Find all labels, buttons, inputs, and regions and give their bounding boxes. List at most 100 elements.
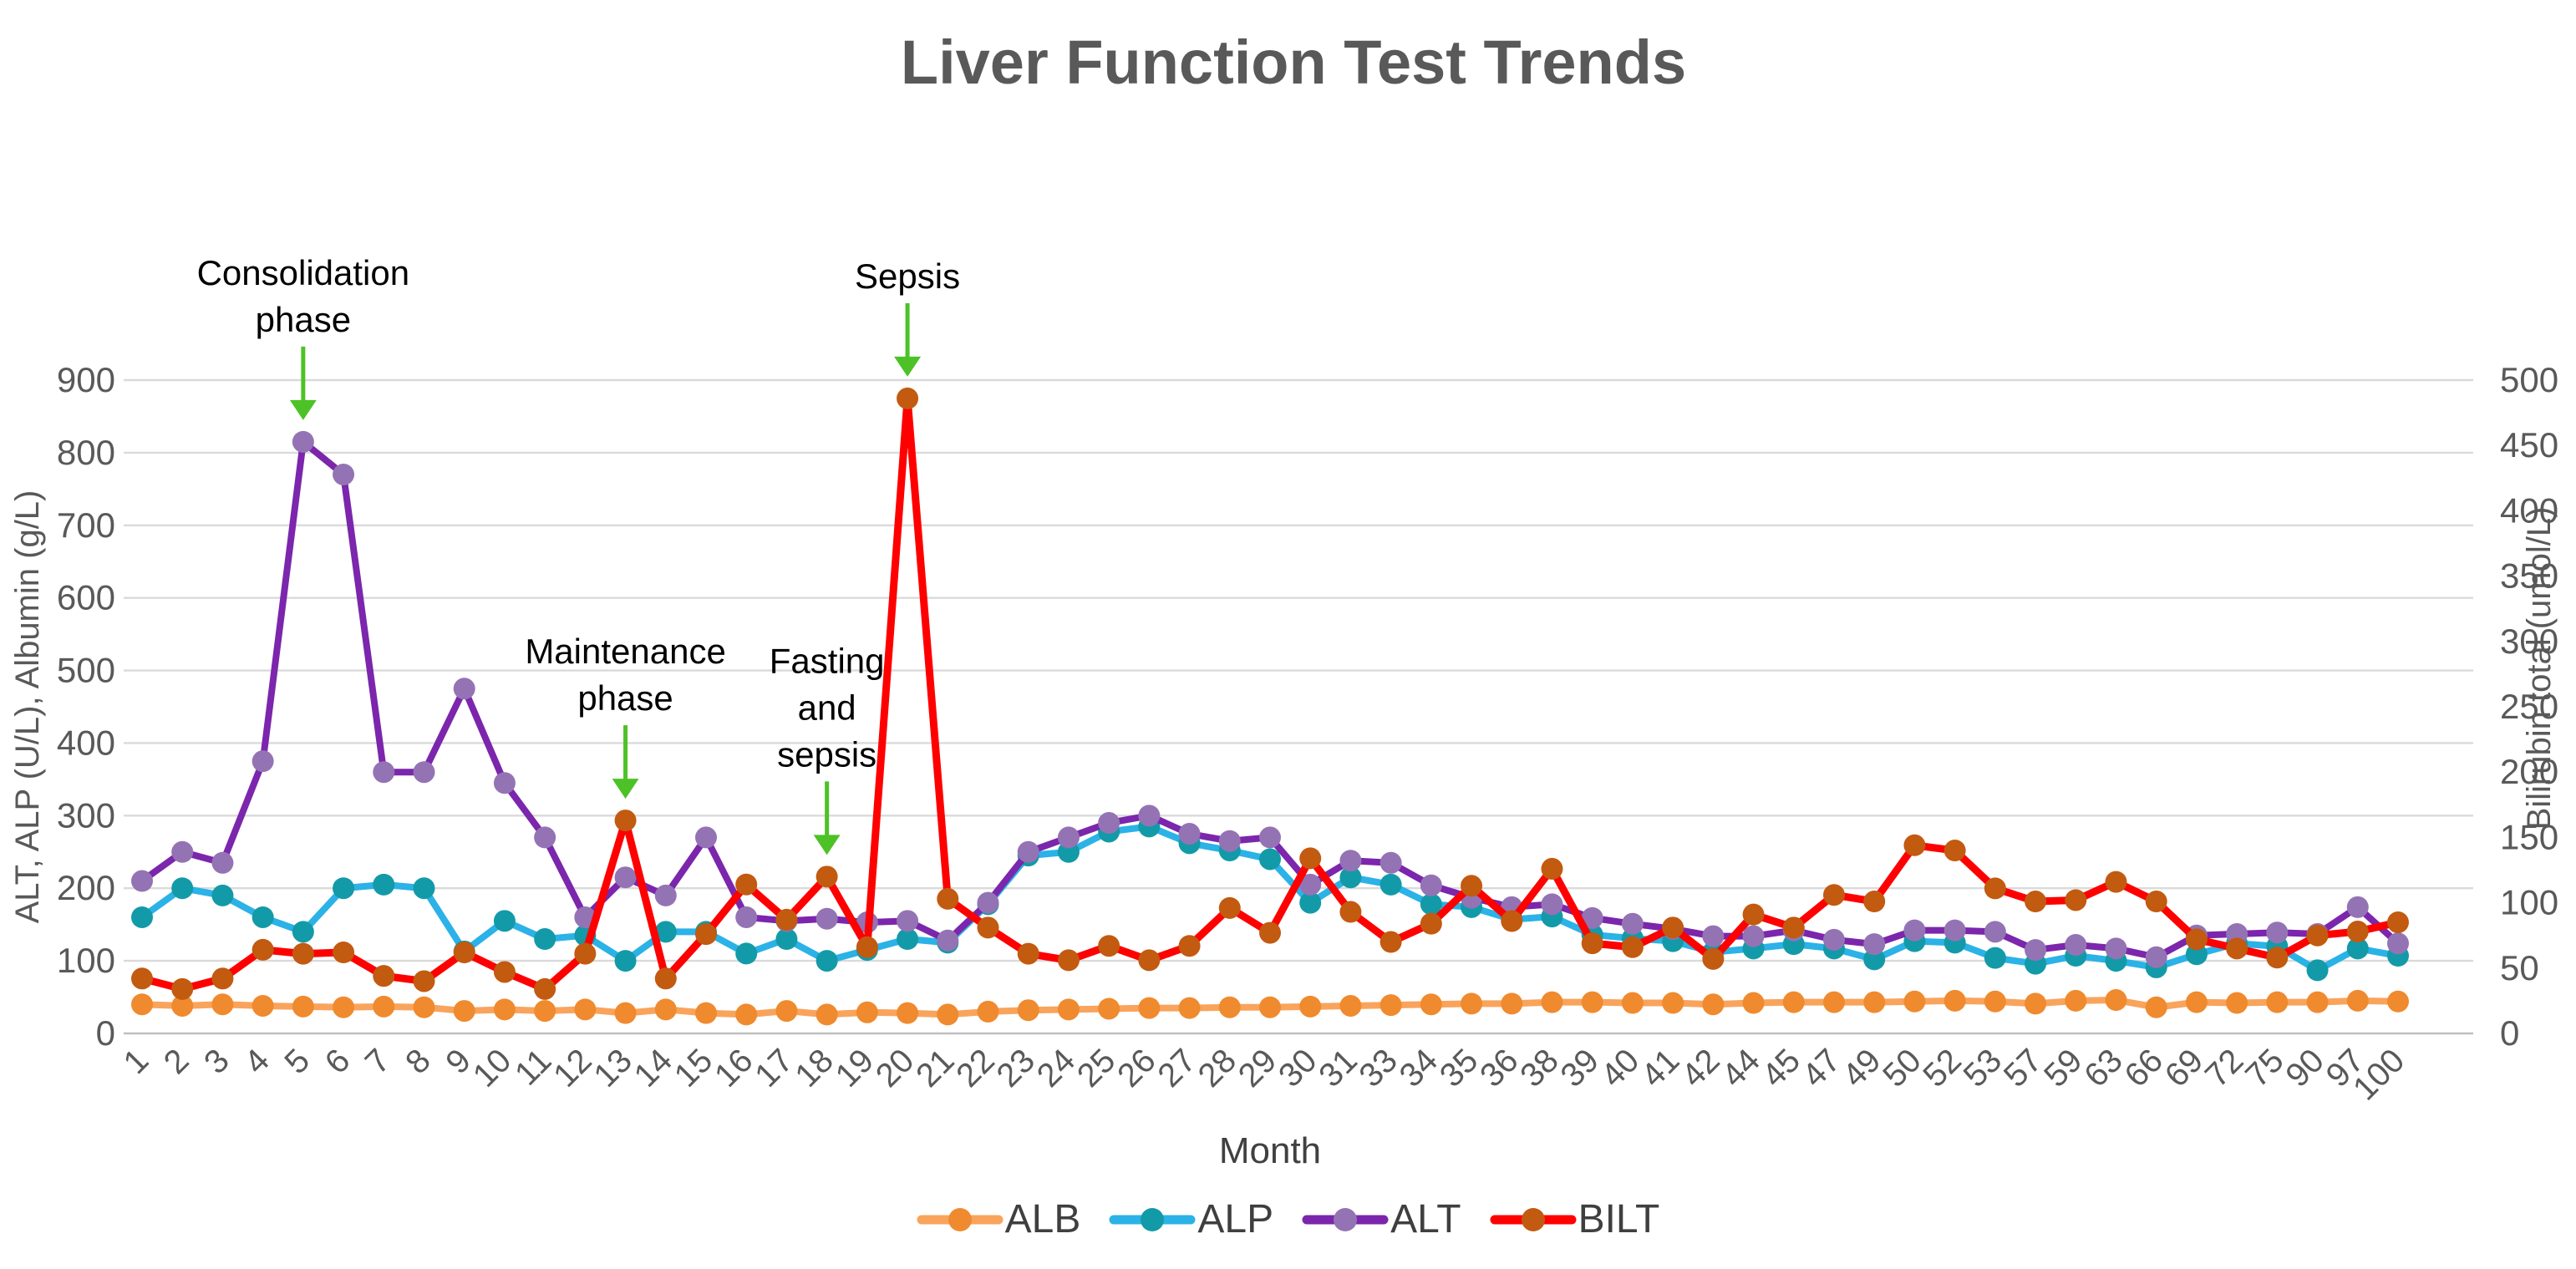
data-point-BILT <box>1057 949 1080 972</box>
data-point-ALP <box>333 877 355 900</box>
chart-legend: ALB ALP ALT BILT <box>0 1196 2576 1242</box>
data-point-ALB <box>1098 997 1120 1020</box>
series-markers-BILT <box>131 387 2409 1000</box>
data-point-ALP <box>1863 948 1886 971</box>
data-point-ALB <box>493 998 516 1021</box>
data-point-ALP <box>292 921 314 943</box>
annotation-text: Sepsis <box>855 256 960 296</box>
left-axis-tick-label: 200 <box>57 868 115 907</box>
data-point-ALP <box>654 921 677 943</box>
data-point-BILT <box>2025 891 2047 913</box>
data-point-BILT <box>1098 935 1120 957</box>
chart-title: Liver Function Test Trends <box>901 28 1686 97</box>
data-point-ALB <box>534 1000 556 1023</box>
data-point-ALP <box>775 928 798 951</box>
data-point-BILT <box>171 977 194 1000</box>
x-tick-label: 2 <box>157 1042 196 1081</box>
data-point-ALT <box>1218 830 1241 852</box>
left-axis-tick-label: 100 <box>57 941 115 980</box>
legend-item-alb[interactable]: ALB <box>917 1196 1081 1242</box>
right-axis-tick-label: 100 <box>2500 883 2558 922</box>
annotation-consolidation-phase: Consolidation phase <box>197 253 409 420</box>
data-point-ALP <box>413 877 435 900</box>
data-point-BILT <box>413 970 435 992</box>
data-point-ALB <box>453 1000 475 1023</box>
annotation-text: and <box>798 688 856 727</box>
data-point-ALB <box>574 998 597 1021</box>
data-point-BILT <box>1299 847 1322 870</box>
data-point-BILT <box>1420 912 1442 935</box>
data-point-ALB <box>2185 991 2208 1013</box>
data-point-ALT <box>534 826 556 849</box>
annotation-fasting-and-sepsis: Fasting and sepsis <box>770 641 885 855</box>
data-point-ALP <box>1420 893 1442 916</box>
data-point-ALT <box>1057 826 1080 849</box>
legend-label: ALB <box>1004 1197 1081 1241</box>
data-point-ALB <box>1299 995 1322 1018</box>
data-point-ALT <box>1702 925 1725 947</box>
data-point-ALB <box>211 993 234 1016</box>
annotation-text: phase <box>577 678 673 718</box>
left-axis-ticks: 0 100 200 300 400 500 600 700 800 900 <box>57 360 115 1053</box>
x-axis-ticks: 1 2 3 4 5 6 7 8 91011121314151617181920212223242… <box>117 1042 2412 1107</box>
x-axis-title: Month <box>1219 1130 1321 1171</box>
legend-item-alt[interactable]: ALT <box>1302 1196 1461 1242</box>
left-axis-tick-label: 700 <box>57 505 115 545</box>
data-point-BILT <box>1903 834 1926 856</box>
data-point-ALT <box>292 430 314 453</box>
data-point-ALT <box>131 870 153 892</box>
data-point-ALT <box>614 866 637 889</box>
data-point-BILT <box>373 965 395 987</box>
x-tick-label: 7 <box>358 1042 398 1081</box>
data-point-BILT <box>2145 891 2167 913</box>
data-point-ALP <box>534 928 556 951</box>
left-axis-tick-label: 800 <box>57 433 115 472</box>
data-point-ALT <box>1581 906 1603 929</box>
annotation-arrow-head <box>289 399 317 420</box>
annotation-text: Maintenance <box>525 632 726 671</box>
data-point-ALB <box>2065 989 2087 1012</box>
data-point-ALP <box>1299 891 1322 914</box>
data-point-ALB <box>131 993 153 1016</box>
right-axis-tick-label: 500 <box>2500 360 2558 399</box>
data-point-ALP <box>735 942 758 965</box>
data-point-ALT <box>1178 823 1201 845</box>
data-point-ALB <box>373 995 395 1018</box>
legend-marker-alt <box>1302 1207 1389 1231</box>
data-point-ALT <box>1621 912 1644 935</box>
data-point-ALB <box>2105 989 2127 1012</box>
annotation-arrow-head <box>813 835 841 855</box>
annotation-text: sepsis <box>777 734 876 774</box>
data-point-ALB <box>2387 990 2409 1013</box>
data-point-ALT <box>2065 933 2087 956</box>
data-point-ALP <box>252 906 274 928</box>
data-point-BILT <box>856 936 878 958</box>
data-point-BILT <box>1461 875 1483 897</box>
data-point-ALB <box>856 1001 878 1023</box>
data-point-ALT <box>1339 850 1362 872</box>
data-point-ALT <box>211 851 234 874</box>
data-point-ALB <box>1662 992 1684 1014</box>
data-point-BILT <box>1501 910 1523 932</box>
annotation-arrow-head <box>612 779 639 799</box>
left-axis-tick-label: 400 <box>57 723 115 762</box>
data-point-BILT <box>1984 877 2006 900</box>
legend-dot <box>1141 1207 1165 1231</box>
right-axis-ticks: 0 50 100 150 200 250 300 350 400 450 500 <box>2500 360 2558 1053</box>
left-axis-tick-label: 500 <box>57 651 115 690</box>
data-point-BILT <box>2065 889 2087 911</box>
data-point-ALP <box>2185 943 2208 966</box>
legend-item-alp[interactable]: ALP <box>1109 1196 1273 1242</box>
left-axis-title: ALT, ALP (U/L), Albumin (g/L) <box>9 490 46 924</box>
data-point-ALB <box>1742 992 1765 1014</box>
data-point-ALT <box>493 772 516 794</box>
data-point-BILT <box>1782 916 1805 939</box>
x-tick-label: 8 <box>399 1042 438 1081</box>
data-point-BILT <box>815 865 838 888</box>
legend-item-bilt[interactable]: BILT <box>1490 1196 1659 1242</box>
data-point-ALT <box>977 891 999 914</box>
data-point-ALB <box>1782 991 1805 1013</box>
annotation-maintenance-phase: Maintenance phase <box>525 632 726 799</box>
data-point-BILT <box>574 942 597 965</box>
